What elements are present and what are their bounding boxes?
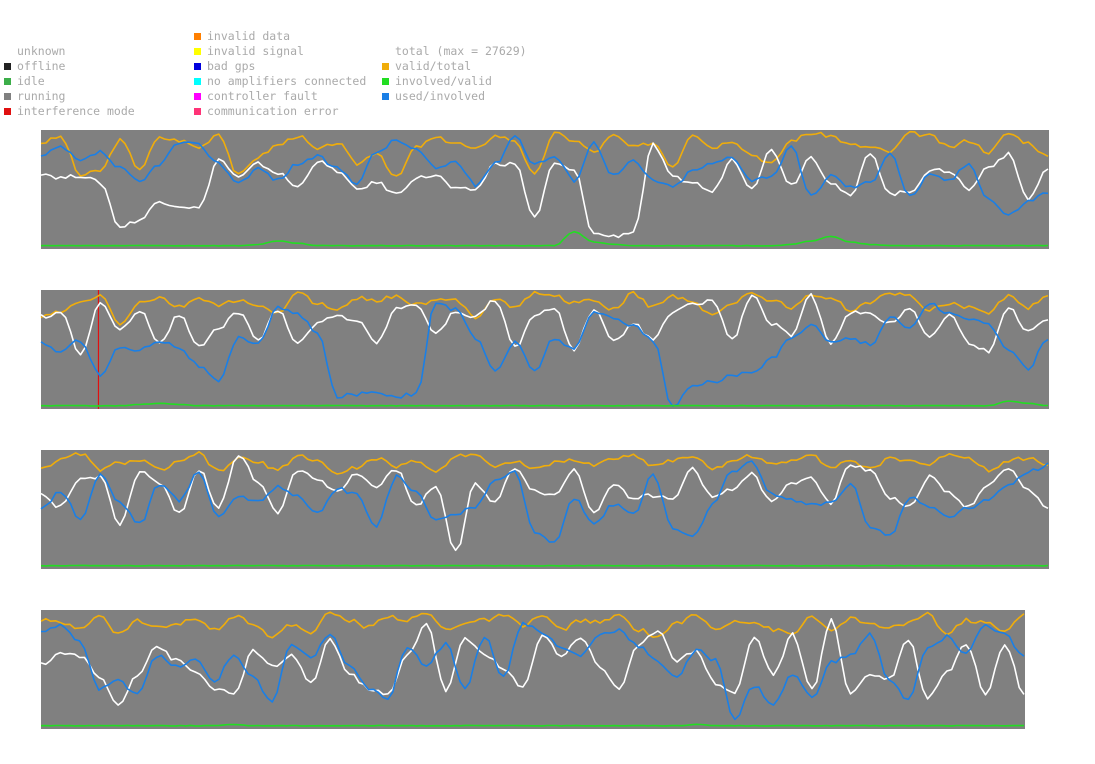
- legend-label: offline: [17, 59, 66, 73]
- legend-label: unknown: [17, 44, 66, 58]
- legend-swatch: [4, 108, 11, 115]
- legend-swatch: [194, 63, 201, 70]
- legend-label: interference mode: [17, 104, 135, 118]
- series-valid-total: [40, 611, 1025, 639]
- legend-swatch: [382, 63, 389, 70]
- legend-swatch: [194, 48, 201, 55]
- legend-swatch: [194, 78, 201, 85]
- legend-item-valid-total: valid/total: [382, 59, 527, 74]
- series-total: [40, 142, 1049, 239]
- legend-item-controller-fault: controller fault: [194, 89, 366, 104]
- legend-label: running: [17, 89, 66, 103]
- legend-label: bad gps: [207, 59, 256, 73]
- legend-item-unknown: unknown: [4, 44, 135, 59]
- legend-column-ratios: total (max = 27629) valid/total involved/v…: [382, 44, 527, 104]
- panel-4: [40, 610, 1025, 729]
- legend-swatch: [4, 93, 11, 100]
- legend-item-total-max-27629: total (max = 27629): [382, 44, 527, 59]
- legend-swatch: [382, 78, 389, 85]
- series-used-involved: [40, 302, 1049, 408]
- legend-label: valid/total: [395, 59, 472, 73]
- legend-item-invalid-signal: invalid signal: [194, 44, 366, 59]
- series-total: [40, 292, 1049, 356]
- series-involved-valid: [40, 230, 1049, 247]
- legend-label: idle: [17, 74, 45, 88]
- legend-label: used/involved: [395, 89, 486, 103]
- legend-swatch: [4, 63, 11, 70]
- legend-swatch: [194, 33, 201, 40]
- legend-swatch: [194, 108, 201, 115]
- legend-label: invalid data: [207, 29, 291, 43]
- legend-column-states: unknown offline idle running interference mo…: [4, 44, 135, 119]
- panel-2: [40, 290, 1049, 409]
- panel-background: [41, 450, 1049, 569]
- series-used-involved: [40, 135, 1049, 216]
- legend-label: communication error: [207, 104, 339, 118]
- series-valid-total: [40, 450, 1049, 475]
- series-used-involved: [40, 460, 1049, 543]
- legend-swatch: [194, 93, 201, 100]
- series-involved-valid: [40, 723, 1025, 727]
- series-used-involved: [40, 621, 1025, 721]
- legend-swatch: [382, 93, 389, 100]
- panel-1: [40, 130, 1049, 249]
- series-involved-valid: [41, 400, 1049, 407]
- legend-item-bad-gps: bad gps: [194, 59, 366, 74]
- series-total: [40, 455, 1049, 552]
- legend-swatch: [4, 78, 11, 85]
- legend-item-running: running: [4, 89, 135, 104]
- series-total: [40, 617, 1025, 706]
- legend-item-communication-error: communication error: [194, 104, 366, 119]
- legend-item-no-amplifiers-connected: no amplifiers connected: [194, 74, 366, 89]
- legend-item-invalid-data: invalid data: [194, 29, 366, 44]
- legend-item-involved-valid: involved/valid: [382, 74, 527, 89]
- legend-item-interference-mode: interference mode: [4, 104, 135, 119]
- panel-background: [41, 290, 1049, 409]
- legend-column-errors: invalid data invalid signal bad gps no ampl…: [194, 29, 366, 119]
- series-valid-total: [40, 290, 1049, 326]
- panel-background: [41, 610, 1025, 729]
- legend-label: involved/valid: [395, 74, 492, 88]
- series-involved-valid: [40, 564, 1049, 567]
- legend-item-offline: offline: [4, 59, 135, 74]
- legend-label: invalid signal: [207, 44, 304, 58]
- legend-label: total (max = 27629): [395, 44, 527, 58]
- legend-label: controller fault: [207, 89, 318, 103]
- panel-3: [40, 450, 1049, 569]
- legend-label: no amplifiers connected: [207, 74, 367, 88]
- legend-item-idle: idle: [4, 74, 135, 89]
- legend-item-used-involved: used/involved: [382, 89, 527, 104]
- series-valid-total: [40, 130, 1049, 177]
